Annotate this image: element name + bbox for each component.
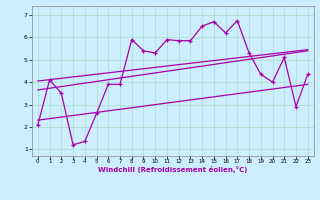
X-axis label: Windchill (Refroidissement éolien,°C): Windchill (Refroidissement éolien,°C) [98,166,247,173]
